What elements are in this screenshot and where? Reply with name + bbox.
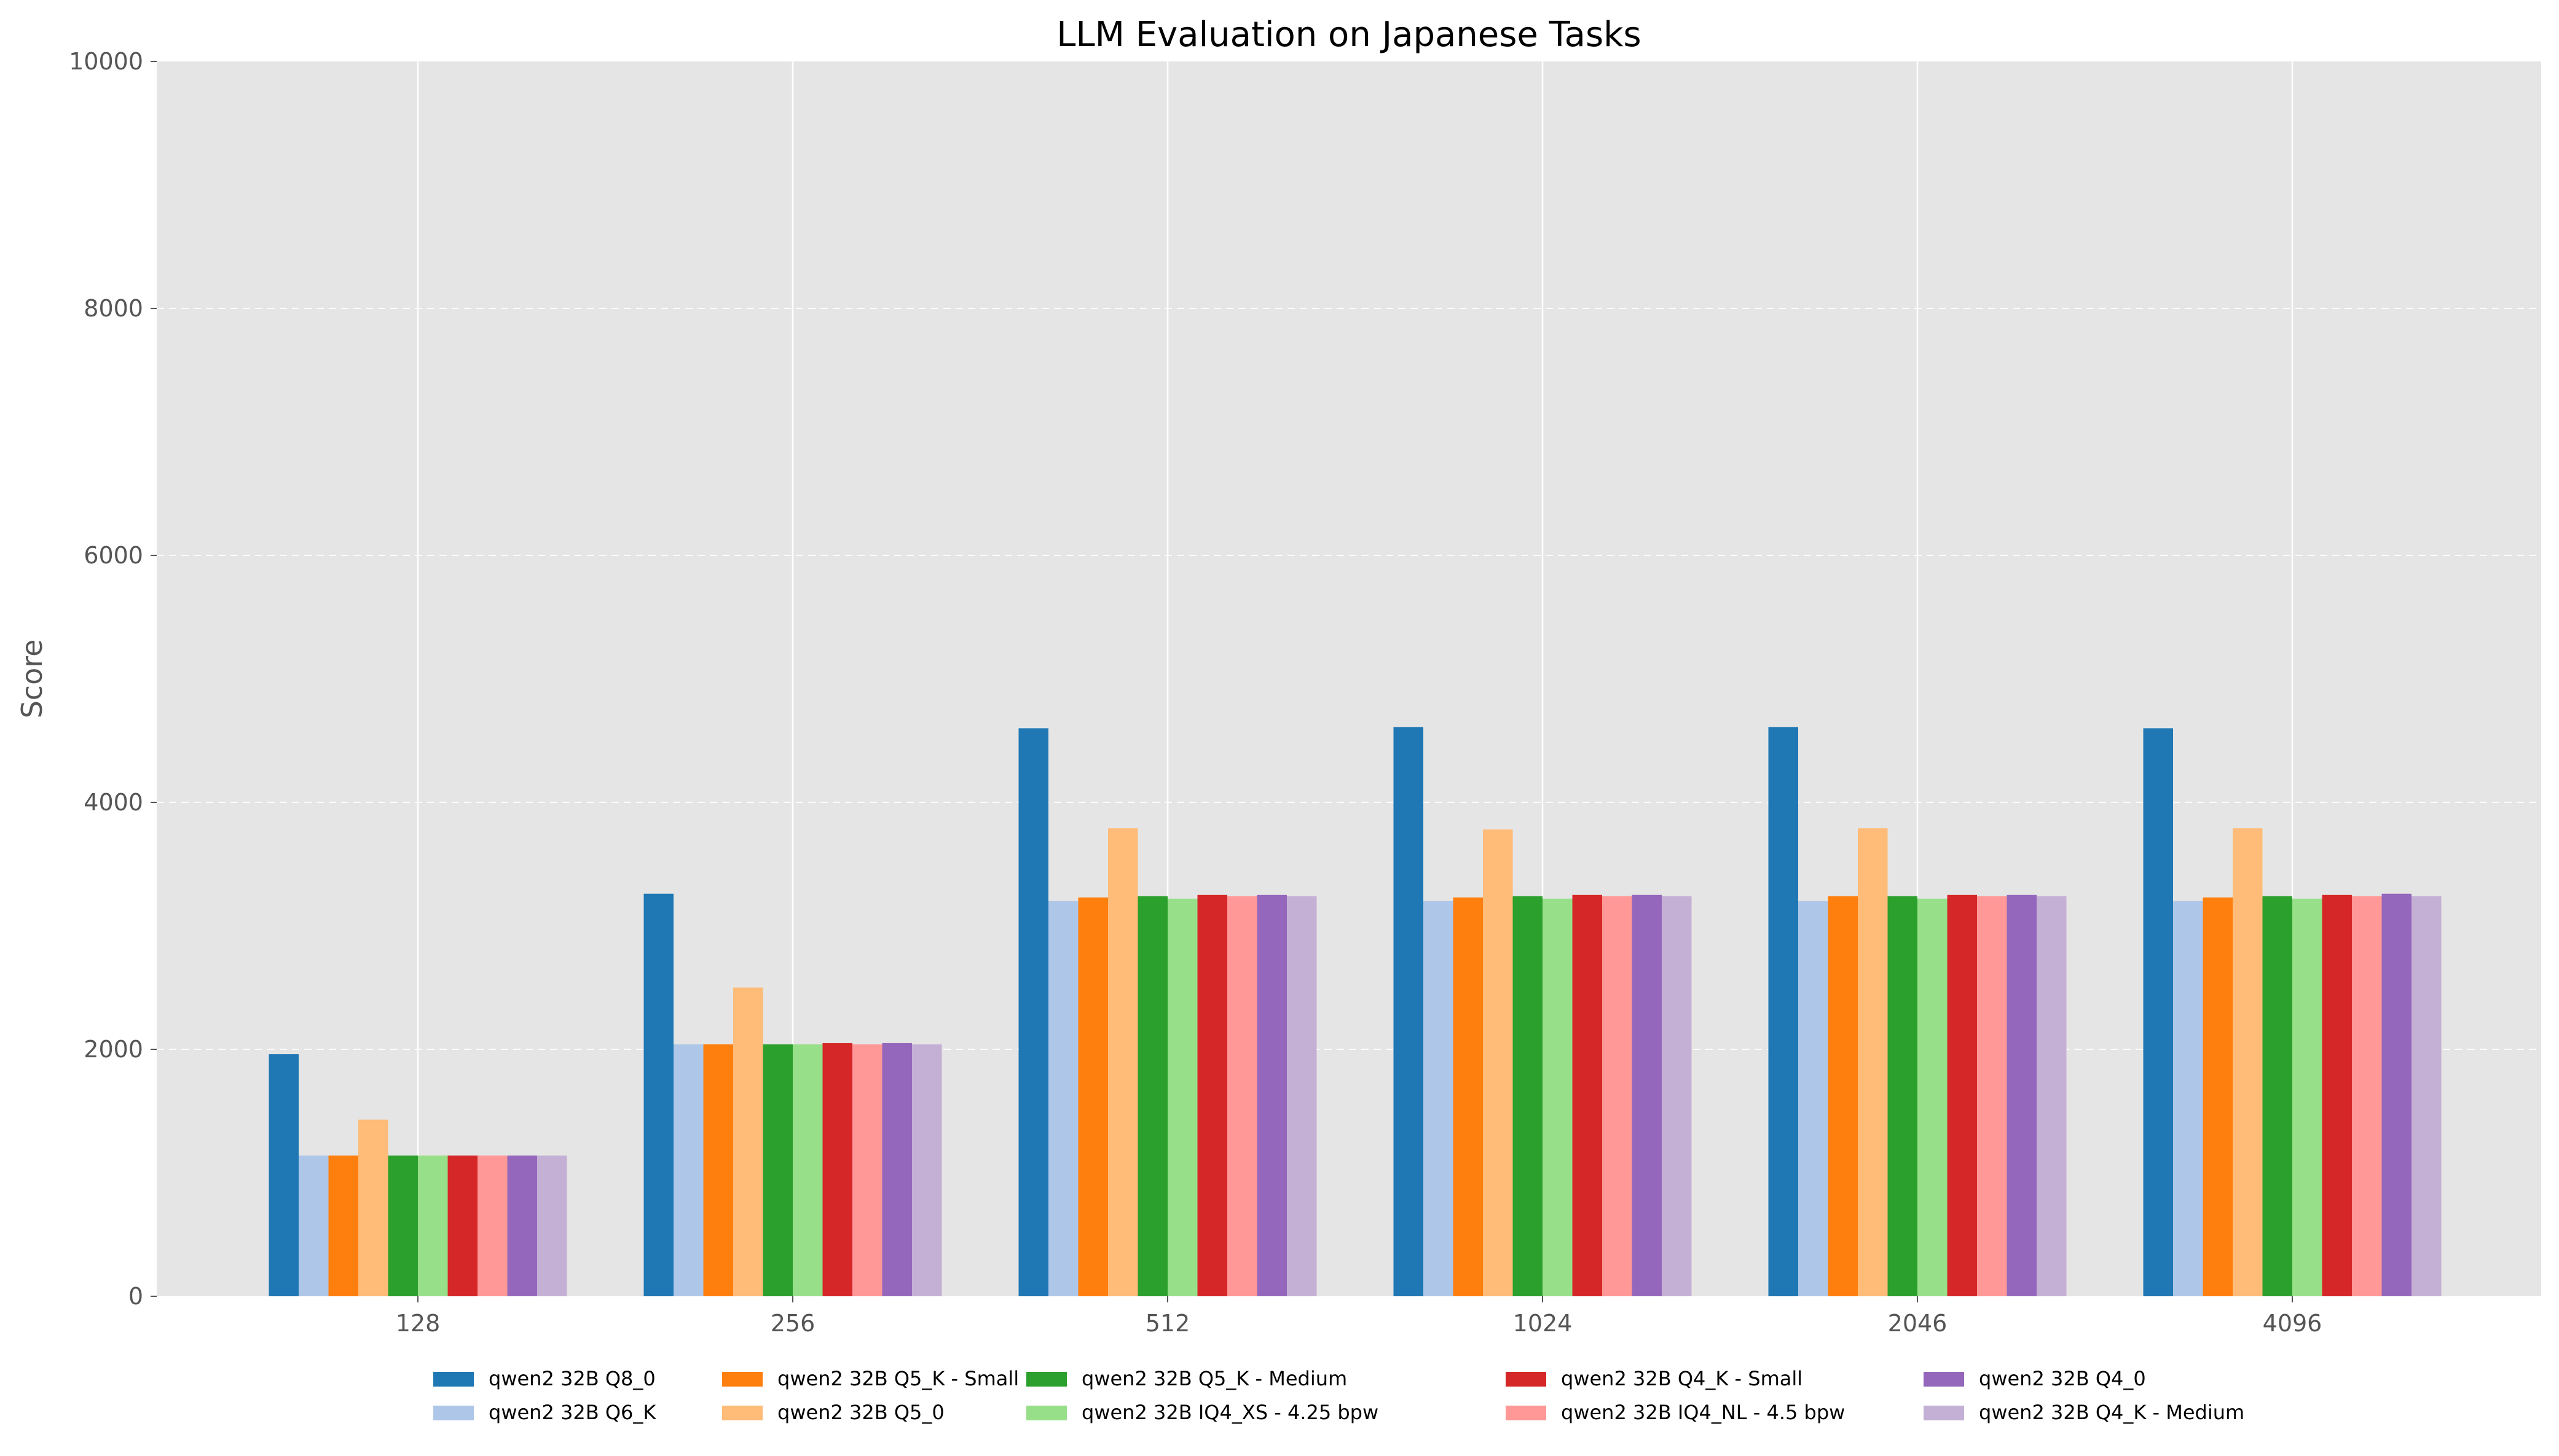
bar [2233,828,2263,1296]
legend-label: qwen2 32B IQ4_XS - 4.25 bpw [1082,1401,1378,1424]
bar [1828,896,1858,1296]
bar [1602,896,1632,1296]
legend-label: qwen2 32B Q5_0 [777,1401,945,1424]
legend-label: qwen2 32B Q4_K - Medium [1979,1401,2244,1424]
legend-label: qwen2 32B IQ4_NL - 4.5 bpw [1561,1401,1845,1424]
y-tick-label: 2000 [84,1036,143,1063]
bar [1048,901,1079,1296]
legend-label: qwen2 32B Q4_0 [1979,1367,2146,1390]
bar [1018,728,1048,1296]
bar [507,1155,537,1296]
bar [2381,893,2412,1296]
legend-swatch [1506,1406,1546,1420]
bar [733,987,763,1296]
bar [1423,901,1453,1296]
bar [2352,896,2382,1296]
x-tick-label: 128 [396,1310,441,1337]
axis-layer: 0 2000 4000 6000 8000 10000 128 256 512 1024 2046 4… [69,48,2322,1337]
x-tick-label: 512 [1146,1310,1190,1337]
bar [388,1155,418,1296]
legend-label: qwen2 32B Q5_K - Medium [1082,1367,1347,1390]
bar [1227,896,1257,1296]
bar [1632,894,1662,1296]
bar [2412,896,2442,1296]
legend-label: qwen2 32B Q5_K - Small [777,1367,1019,1390]
y-tick-label: 10000 [69,48,143,75]
bar [1257,894,1287,1296]
bar [2292,898,2322,1296]
bar [2173,901,2203,1296]
bar [822,1043,852,1296]
bar [1947,894,1977,1296]
bar [852,1044,882,1296]
bar [2262,896,2292,1296]
bar [269,1054,299,1296]
bar [447,1155,478,1296]
legend-swatch [1924,1372,1964,1387]
y-axis-label: Score [15,640,49,719]
bar [912,1044,942,1296]
legend-swatch [1026,1406,1067,1420]
chart-title: LLM Evaluation on Japanese Tasks [1056,15,1641,55]
legend-swatch [433,1406,474,1420]
bar [1453,897,1483,1296]
bar [1887,896,1917,1296]
bar [1168,898,1198,1296]
legend-label: qwen2 32B Q4_K - Small [1561,1367,1802,1390]
x-tick-label: 1024 [1513,1310,1573,1337]
bar [1483,829,1513,1296]
bar [2007,894,2037,1296]
bar [1512,896,1543,1296]
bar [1287,896,1317,1296]
legend: qwen2 32B Q8_0 qwen2 32B Q6_K qwen2 32B Q5… [433,1367,2244,1424]
x-tick-label: 2046 [1888,1310,1948,1337]
bar [299,1155,329,1296]
bar [1977,896,2007,1296]
bar [358,1119,388,1296]
bar [1543,898,1573,1296]
x-tick-label: 4096 [2263,1310,2322,1337]
bar [1768,727,1798,1296]
bar [2037,896,2067,1296]
bar [1078,897,1108,1296]
bar [643,893,674,1296]
bar [763,1044,793,1296]
legend-swatch [1924,1406,1964,1420]
bar [1917,898,1948,1296]
y-tick-label: 6000 [84,542,143,569]
bar [478,1155,508,1296]
bar [2322,894,2352,1296]
bar [2203,897,2233,1296]
x-tick-label: 256 [771,1310,816,1337]
bar [537,1155,567,1296]
bar [2143,728,2173,1296]
bar [882,1043,912,1296]
bar [328,1155,358,1296]
y-tick-label: 8000 [84,295,143,322]
legend-label: qwen2 32B Q6_K [489,1401,656,1424]
bar [793,1044,823,1296]
legend-swatch [1506,1372,1546,1387]
legend-swatch [722,1372,763,1387]
bar [1138,896,1168,1296]
bar [1798,901,1828,1296]
bar [418,1155,448,1296]
legend-swatch [1026,1372,1067,1387]
bar [1197,894,1227,1296]
bar [1858,828,1888,1296]
bar [1572,894,1602,1296]
legend-swatch [433,1372,474,1387]
bar [1393,727,1423,1296]
bars-layer [269,727,2442,1296]
bar [674,1044,704,1296]
legend-swatch [722,1406,763,1420]
legend-label: qwen2 32B Q8_0 [489,1367,656,1390]
y-tick-label: 4000 [84,789,143,816]
bar [703,1044,733,1296]
bar [1108,828,1138,1296]
y-tick-label: 0 [128,1283,143,1310]
bar [1662,896,1692,1296]
